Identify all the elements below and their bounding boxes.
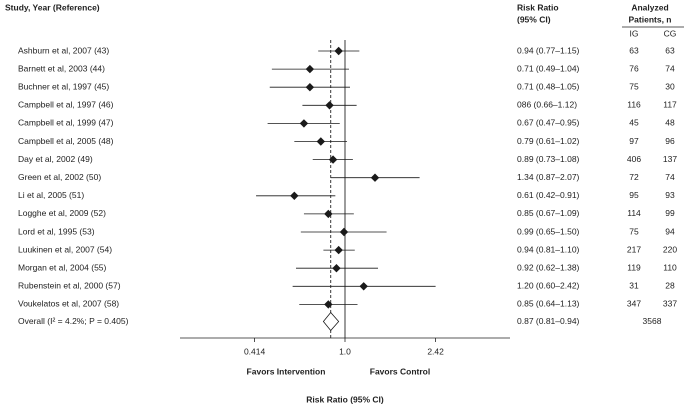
cg-value: 220	[663, 244, 677, 254]
estimate-marker	[334, 245, 343, 255]
ratio-header: (95% CI)	[517, 14, 551, 24]
cg-header: CG	[664, 28, 677, 38]
study-label: Li et al, 2005 (51)	[18, 190, 84, 200]
x-tick-label: 0.414	[244, 346, 266, 356]
ratio-label: 0.61 (0.42–0.91)	[517, 190, 580, 200]
x-tick-label: 1.0	[339, 346, 351, 356]
ratio-label: 086 (0.66–1.12)	[517, 100, 577, 110]
cg-value: 117	[663, 100, 677, 110]
ratio-label: 0.71 (0.48–1.05)	[517, 81, 580, 91]
ratio-label: 0.92 (0.62–1.38)	[517, 262, 580, 272]
patients-header: Analyzed	[631, 2, 668, 12]
estimate-marker	[325, 101, 334, 110]
ig-value: 72	[629, 172, 639, 182]
study-label: Campbell et al, 1997 (46)	[18, 100, 114, 110]
estimate-marker	[334, 46, 343, 56]
estimate-marker	[324, 209, 333, 219]
study-label: Lord et al, 1995 (53)	[18, 226, 95, 236]
study-label: Logghe et al, 2009 (52)	[18, 208, 106, 218]
overall-diamond	[322, 311, 340, 332]
study-label: Morgan et al, 2004 (55)	[18, 262, 107, 272]
ratio-label: 0.85 (0.67–1.09)	[517, 208, 580, 218]
cg-value: 63	[665, 45, 675, 55]
ig-value: 217	[627, 244, 641, 254]
annotation: Favors Intervention	[247, 366, 326, 376]
study-label: Rubenstein et al, 2000 (57)	[18, 281, 121, 291]
ig-value: 75	[629, 81, 639, 91]
ratio-label: 1.34 (0.87–2.07)	[517, 172, 580, 182]
ig-value: 116	[627, 100, 641, 110]
cg-value: 96	[665, 136, 675, 146]
study-label: Ashburn et al, 2007 (43)	[18, 45, 109, 55]
ratio-label: 0.79 (0.61–1.02)	[517, 136, 580, 146]
cg-value: 99	[665, 208, 675, 218]
ratio-label: 0.85 (0.64–1.13)	[517, 299, 580, 309]
cg-value: 48	[665, 118, 675, 128]
ratio-label: 0.67 (0.47–0.95)	[517, 118, 580, 128]
cg-value: 137	[663, 154, 677, 164]
ig-value: 119	[627, 262, 641, 272]
estimate-marker	[305, 64, 315, 74]
annotation: Favors Control	[370, 366, 430, 376]
estimate-marker	[339, 227, 349, 237]
overall-label: Overall (I² = 4.2%; P = 0.405)	[18, 316, 129, 326]
cg-value: 94	[665, 226, 675, 236]
cg-value: 93	[665, 190, 675, 200]
overall-total: 3568	[643, 316, 662, 326]
cg-value: 74	[665, 172, 675, 182]
ig-value: 97	[629, 136, 639, 146]
cg-value: 30	[665, 81, 675, 91]
ratio-label: 1.20 (0.60–2.42)	[517, 281, 580, 291]
study-label: Campbell et al, 2005 (48)	[18, 136, 114, 146]
cg-value: 337	[663, 299, 677, 309]
estimate-marker	[359, 282, 368, 291]
study-label: Day et al, 2002 (49)	[18, 154, 93, 164]
ratio-header: Risk Ratio	[517, 2, 559, 12]
ratio-label: 0.89 (0.73–1.08)	[517, 154, 580, 164]
study-label: Green et al, 2002 (50)	[18, 172, 101, 182]
estimate-marker	[328, 155, 338, 164]
estimate-marker	[370, 173, 380, 182]
estimate-marker	[305, 83, 315, 92]
patients-header: Patients, n	[629, 14, 672, 24]
ig-value: 31	[629, 281, 639, 291]
study-label: Luukinen et al, 2007 (54)	[18, 244, 112, 254]
ig-value: 114	[627, 208, 641, 218]
ig-value: 95	[629, 190, 639, 200]
estimate-marker	[332, 264, 341, 273]
ig-value: 45	[629, 118, 639, 128]
x-tick-label: 2.42	[427, 346, 444, 356]
estimate-marker	[316, 137, 326, 146]
ig-header: IG	[630, 28, 639, 38]
ig-value: 406	[627, 154, 641, 164]
overall-ratio-label: 0.87 (0.81–0.94)	[517, 316, 580, 326]
ig-value: 75	[629, 226, 639, 236]
cg-value: 74	[665, 63, 675, 73]
cg-value: 110	[663, 262, 677, 272]
study-label: Voukelatos et al, 2007 (58)	[18, 299, 119, 309]
estimate-marker	[290, 191, 299, 200]
study-header: Study, Year (Reference)	[5, 2, 100, 12]
study-label: Campbell et al, 1999 (47)	[18, 118, 114, 128]
ig-value: 347	[627, 299, 641, 309]
study-label: Barnett et al, 2003 (44)	[18, 63, 105, 73]
ratio-label: 0.94 (0.81–1.10)	[517, 244, 580, 254]
ratio-label: 0.99 (0.65–1.50)	[517, 226, 580, 236]
cg-value: 28	[665, 281, 675, 291]
ratio-label: 0.71 (0.49–1.04)	[517, 63, 580, 73]
ig-value: 63	[629, 45, 639, 55]
x-axis-title: Risk Ratio (95% CI)	[306, 394, 384, 404]
ig-value: 76	[629, 63, 639, 73]
estimate-marker	[324, 300, 333, 309]
estimate-marker	[299, 119, 309, 128]
study-label: Buchner et al, 1997 (45)	[18, 81, 109, 91]
ratio-label: 0.94 (0.77–1.15)	[517, 45, 580, 55]
